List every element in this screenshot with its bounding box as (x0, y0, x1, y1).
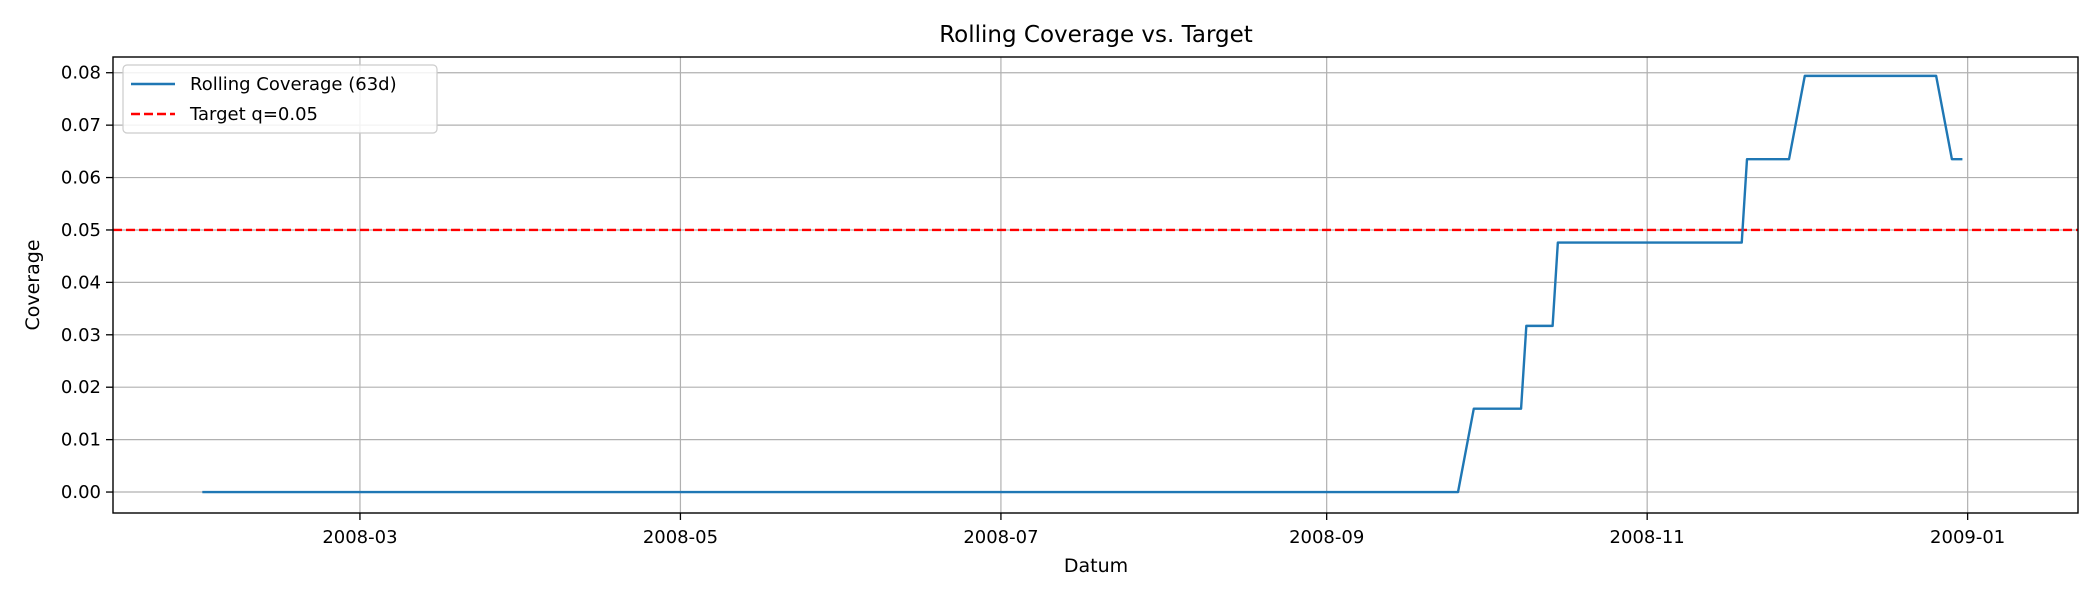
chart-title: Rolling Coverage vs. Target (939, 22, 1253, 48)
y-tick-label: 0.01 (61, 430, 101, 451)
legend: Rolling Coverage (63d) Target q=0.05 (122, 64, 438, 134)
plot-frame (112, 56, 2079, 514)
y-tick-label: 0.08 (61, 63, 101, 84)
x-axis-ticks: 2008-03 2008-05 2008-07 2008-09 2008-11 2009-… (322, 513, 2005, 548)
legend-box (122, 64, 438, 134)
y-tick-label: 0.07 (61, 115, 101, 136)
y-tick-label: 0.04 (61, 272, 101, 293)
x-tick-label: 2008-09 (1289, 527, 1364, 548)
x-tick-label: 2008-05 (643, 527, 718, 548)
x-tick-label: 2009-01 (1930, 527, 2005, 548)
series-line-rolling-coverage (202, 74, 1963, 494)
y-tick-label: 0.06 (61, 168, 101, 189)
y-axis-label: Coverage (22, 239, 44, 330)
x-tick-label: 2008-03 (322, 527, 397, 548)
series-lines (202, 74, 1963, 494)
y-tick-label: 0.02 (61, 377, 101, 398)
legend-label-target: Target q=0.05 (189, 104, 318, 125)
y-axis-ticks: 0.00 0.01 0.02 0.03 0.04 0.05 0.06 0.07 0.08 (61, 63, 113, 503)
y-tick-label: 0.03 (61, 325, 101, 346)
y-tick-label: 0.05 (61, 220, 101, 241)
x-tick-label: 2008-11 (1610, 527, 1685, 548)
x-axis-label: Datum (1064, 555, 1128, 577)
y-tick-label: 0.00 (61, 482, 101, 503)
legend-label-rolling-coverage: Rolling Coverage (63d) (190, 74, 397, 95)
x-tick-label: 2008-07 (963, 527, 1038, 548)
